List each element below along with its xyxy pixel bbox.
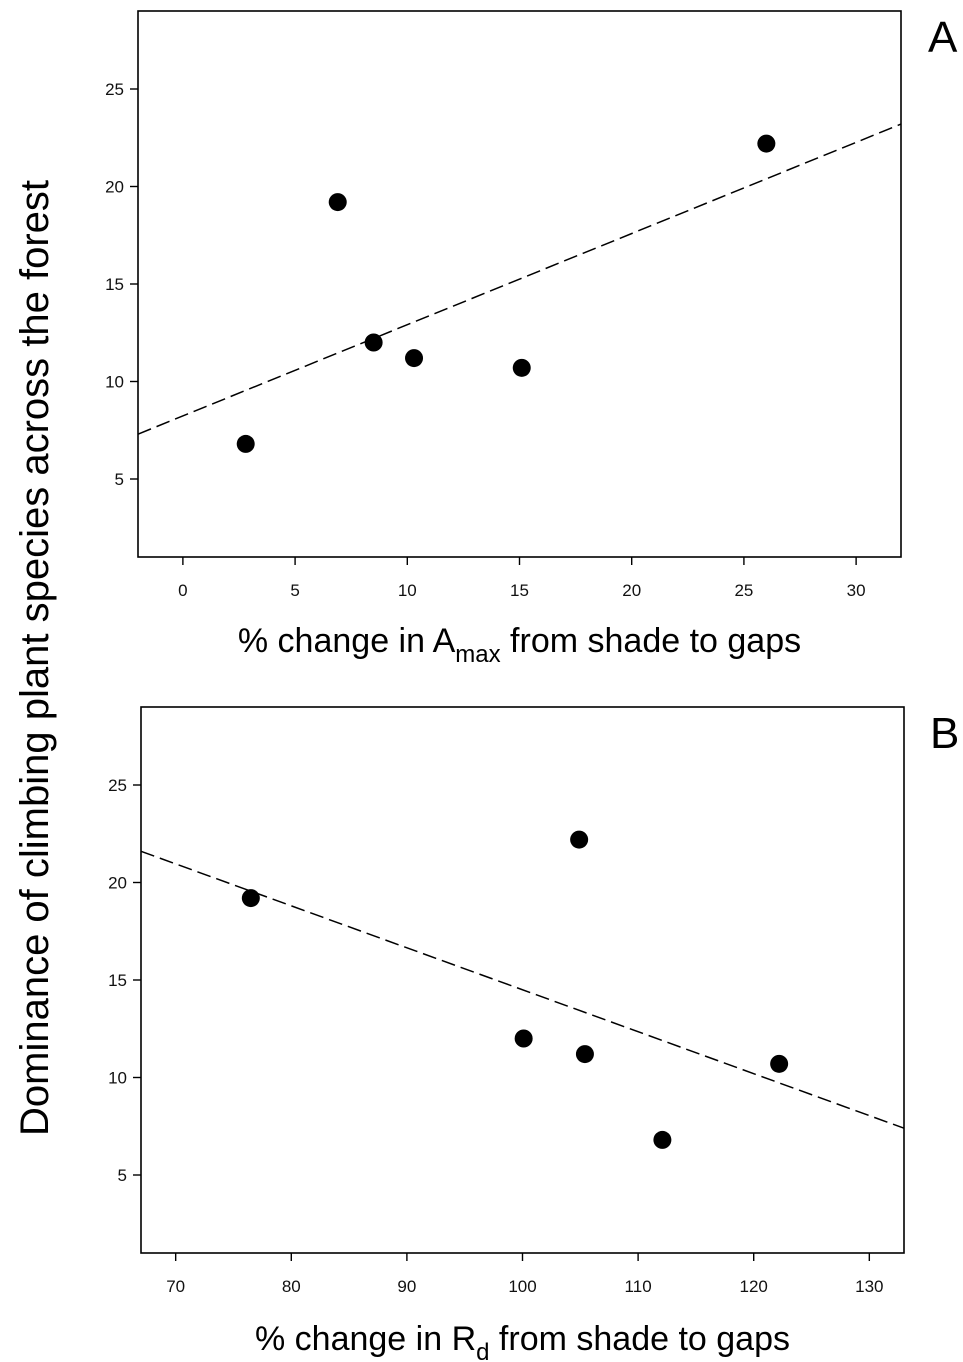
scatter-point <box>575 1045 594 1064</box>
scatter-point <box>405 349 424 368</box>
x-axis-title-main: % change in R <box>255 1320 476 1358</box>
scatter-point <box>653 1130 672 1149</box>
scatter-point <box>757 134 776 153</box>
plot-frame <box>137 10 902 558</box>
y-tick-label: 25 <box>108 776 127 795</box>
panel-b: 70 80 90 100 110 120 130 5 10 15 20 25 B % change in … <box>108 706 959 1362</box>
y-tick-label: 20 <box>105 178 124 197</box>
x-axis-title-rest: from shade to gaps <box>489 1320 790 1358</box>
x-axis-title-subscript: d <box>476 1339 489 1362</box>
trendline <box>137 123 902 435</box>
scatter-point <box>570 830 589 849</box>
y-tick-label: 10 <box>105 373 124 392</box>
x-tick-label: 130 <box>855 1277 883 1296</box>
x-tick-label: 110 <box>625 1277 652 1296</box>
x-tick-label: 10 <box>398 581 417 600</box>
x-tick-label: 30 <box>847 581 866 600</box>
x-tick-label: 0 <box>178 581 187 600</box>
y-axis-title: Dominance of climbing plant species acro… <box>13 180 57 1136</box>
x-tick-label: 120 <box>740 1277 768 1296</box>
x-tick-label: 20 <box>622 581 641 600</box>
panel-label: B <box>930 709 959 758</box>
plot-frame <box>140 706 905 1254</box>
x-tick-label: 80 <box>282 1277 301 1296</box>
scatter-point <box>512 358 531 377</box>
scatter-point <box>241 889 260 908</box>
scatter-point <box>328 193 347 212</box>
panel-a: 0 5 10 15 20 25 30 5 10 15 20 25 A % change in Amax f… <box>105 10 958 668</box>
scatter-point <box>364 333 383 352</box>
y-tick-label: 10 <box>108 1069 127 1088</box>
x-tick-label: 70 <box>166 1277 185 1296</box>
x-axis-title: % change in Rd from shade to gaps <box>255 1320 790 1362</box>
y-tick-label: 5 <box>115 470 124 489</box>
x-tick-label: 25 <box>734 581 753 600</box>
x-axis-title: % change in Amax from shade to gaps <box>238 622 801 668</box>
x-tick-label: 90 <box>397 1277 416 1296</box>
x-tick-label: 15 <box>510 581 529 600</box>
scatter-point <box>236 434 255 453</box>
y-tick-label: 20 <box>108 874 127 893</box>
trendline <box>140 850 905 1129</box>
scatter-point <box>514 1029 533 1048</box>
y-tick-label: 25 <box>105 80 124 99</box>
panel-label: A <box>928 13 958 62</box>
x-axis-title-main: % change in A <box>238 622 456 660</box>
scatter-point <box>770 1054 789 1073</box>
x-tick-label: 5 <box>290 581 299 600</box>
x-axis-title-rest: from shade to gaps <box>501 622 802 660</box>
x-axis-title-subscript: max <box>455 641 500 668</box>
y-tick-label: 15 <box>105 275 124 294</box>
y-tick-label: 5 <box>118 1166 127 1185</box>
x-tick-label: 100 <box>508 1277 536 1296</box>
y-tick-label: 15 <box>108 971 127 990</box>
